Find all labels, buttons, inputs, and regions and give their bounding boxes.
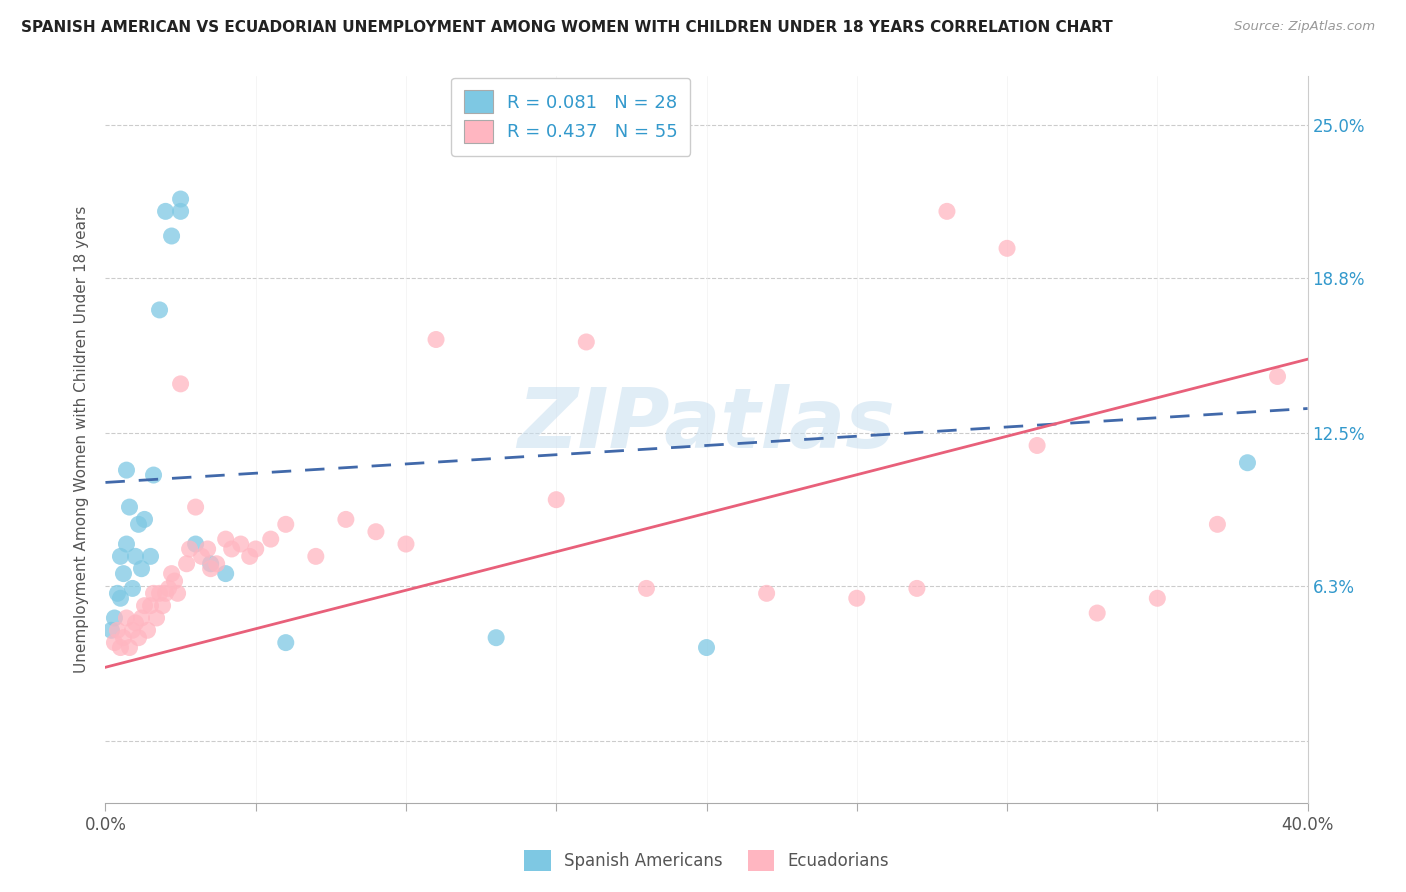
Point xyxy=(152,599,174,613)
Point xyxy=(184,537,207,551)
Point xyxy=(1206,517,1229,532)
Point xyxy=(131,562,153,576)
Point xyxy=(148,302,170,317)
Point xyxy=(112,631,135,645)
Point xyxy=(200,557,222,571)
Point xyxy=(190,549,212,564)
Point xyxy=(229,537,252,551)
Point xyxy=(115,611,138,625)
Point xyxy=(1146,591,1168,606)
Point xyxy=(136,624,159,638)
Point xyxy=(221,541,243,556)
Point xyxy=(845,591,868,606)
Point xyxy=(107,624,129,638)
Point xyxy=(148,586,170,600)
Point xyxy=(121,582,143,596)
Point xyxy=(395,537,418,551)
Point xyxy=(157,582,180,596)
Point xyxy=(335,512,357,526)
Point xyxy=(364,524,387,539)
Point xyxy=(118,640,141,655)
Point xyxy=(103,611,125,625)
Point xyxy=(110,640,132,655)
Text: SPANISH AMERICAN VS ECUADORIAN UNEMPLOYMENT AMONG WOMEN WITH CHILDREN UNDER 18 Y: SPANISH AMERICAN VS ECUADORIAN UNEMPLOYM… xyxy=(21,20,1112,35)
Point xyxy=(134,599,156,613)
Point xyxy=(139,549,162,564)
Point xyxy=(995,241,1018,255)
Point xyxy=(112,566,135,581)
Point xyxy=(575,334,598,349)
Legend: Spanish Americans, Ecuadorians: Spanish Americans, Ecuadorians xyxy=(517,843,896,878)
Point xyxy=(1026,438,1049,452)
Point xyxy=(636,582,658,596)
Point xyxy=(160,229,183,244)
Point xyxy=(142,586,165,600)
Point xyxy=(110,591,132,606)
Point xyxy=(107,586,129,600)
Point xyxy=(115,537,138,551)
Point xyxy=(305,549,328,564)
Point xyxy=(176,557,198,571)
Point xyxy=(124,615,146,630)
Point xyxy=(260,532,283,546)
Point xyxy=(169,204,191,219)
Point xyxy=(121,624,143,638)
Point xyxy=(145,611,167,625)
Point xyxy=(163,574,186,588)
Point xyxy=(425,333,447,347)
Point xyxy=(128,517,150,532)
Point xyxy=(103,635,125,649)
Point xyxy=(118,500,141,514)
Point xyxy=(115,463,138,477)
Point xyxy=(755,586,778,600)
Point xyxy=(169,192,191,206)
Point xyxy=(155,204,177,219)
Y-axis label: Unemployment Among Women with Children Under 18 years: Unemployment Among Women with Children U… xyxy=(75,206,90,673)
Point xyxy=(239,549,262,564)
Point xyxy=(134,512,156,526)
Point xyxy=(1267,369,1289,384)
Point xyxy=(124,549,146,564)
Text: Source: ZipAtlas.com: Source: ZipAtlas.com xyxy=(1234,20,1375,33)
Point xyxy=(179,541,201,556)
Point xyxy=(155,586,177,600)
Point xyxy=(200,562,222,576)
Point xyxy=(696,640,718,655)
Point xyxy=(274,635,297,649)
Point xyxy=(245,541,267,556)
Point xyxy=(936,204,959,219)
Point xyxy=(214,532,236,546)
Point xyxy=(485,631,508,645)
Text: ZIPatlas: ZIPatlas xyxy=(517,384,896,466)
Point xyxy=(546,492,568,507)
Point xyxy=(131,611,153,625)
Point xyxy=(214,566,236,581)
Point xyxy=(169,376,191,391)
Point xyxy=(100,624,122,638)
Point xyxy=(274,517,297,532)
Point xyxy=(1236,456,1258,470)
Point xyxy=(110,549,132,564)
Point xyxy=(142,468,165,483)
Point xyxy=(160,566,183,581)
Point xyxy=(128,631,150,645)
Point xyxy=(905,582,928,596)
Point xyxy=(1085,606,1108,620)
Point xyxy=(184,500,207,514)
Point xyxy=(166,586,188,600)
Point xyxy=(205,557,228,571)
Point xyxy=(139,599,162,613)
Point xyxy=(197,541,219,556)
